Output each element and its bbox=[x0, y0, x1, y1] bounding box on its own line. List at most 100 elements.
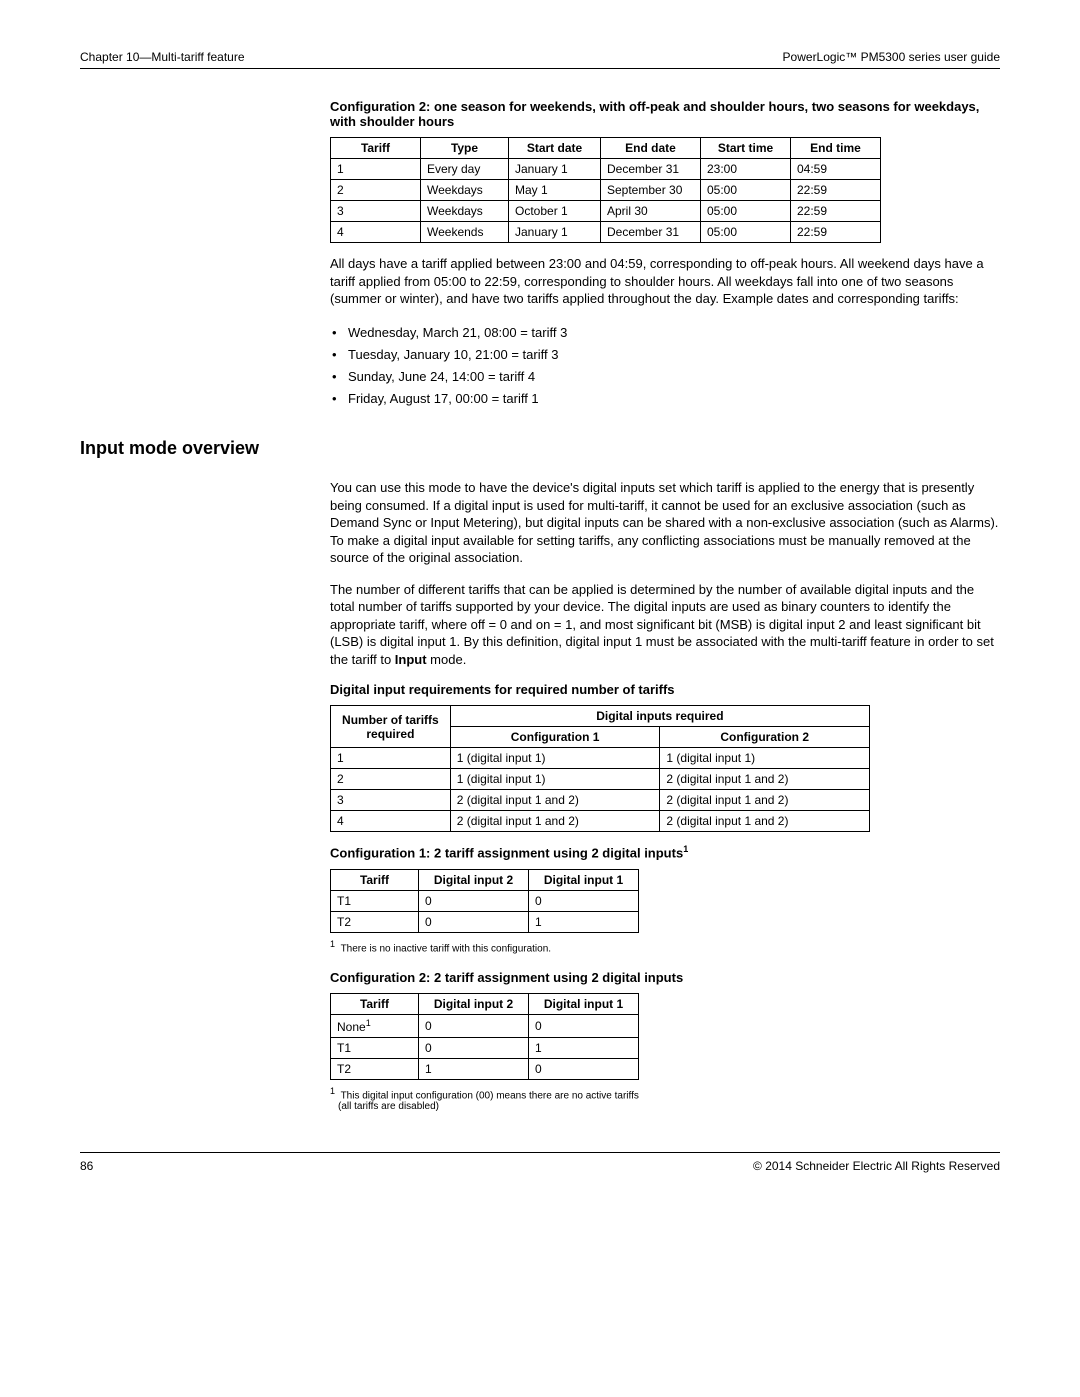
table-header: End date bbox=[601, 138, 701, 159]
t2-h-group: Digital inputs required bbox=[450, 706, 869, 727]
table-cell: 2 (digital input 1 and 2) bbox=[450, 811, 660, 832]
table1-caption: Configuration 2: one season for weekends… bbox=[330, 99, 1000, 129]
table-cell: 2 bbox=[331, 769, 451, 790]
table-cell: 1 bbox=[529, 1038, 639, 1059]
table-cell: 0 bbox=[419, 1015, 529, 1038]
table-row: T101 bbox=[331, 1038, 639, 1059]
table-cell: 1 (digital input 1) bbox=[450, 769, 660, 790]
table-row: T210 bbox=[331, 1059, 639, 1080]
table-cell: 1 (digital input 1) bbox=[450, 748, 660, 769]
table-cell: 22:59 bbox=[791, 222, 881, 243]
page-number: 86 bbox=[80, 1159, 93, 1173]
table-cell: 05:00 bbox=[701, 201, 791, 222]
table-cell: 0 bbox=[529, 890, 639, 911]
table-row: 21 (digital input 1)2 (digital input 1 a… bbox=[331, 769, 870, 790]
config2-assignment-table: TariffDigital input 2Digital input 1 Non… bbox=[330, 993, 639, 1080]
table-cell: Weekdays bbox=[421, 180, 509, 201]
table-header: Type bbox=[421, 138, 509, 159]
table-row: 32 (digital input 1 and 2)2 (digital inp… bbox=[331, 790, 870, 811]
table-cell: 0 bbox=[529, 1015, 639, 1038]
table-cell: 22:59 bbox=[791, 180, 881, 201]
list-item: Tuesday, January 10, 21:00 = tariff 3 bbox=[348, 344, 1000, 366]
table-row: T100 bbox=[331, 890, 639, 911]
table-header: Digital input 2 bbox=[419, 869, 529, 890]
copyright: © 2014 Schneider Electric All Rights Res… bbox=[753, 1159, 1000, 1173]
table-row: 2WeekdaysMay 1September 3005:0022:59 bbox=[331, 180, 881, 201]
table-header: Start time bbox=[701, 138, 791, 159]
table-cell: 0 bbox=[529, 1059, 639, 1080]
table-header: Digital input 1 bbox=[529, 869, 639, 890]
caption3-text: Configuration 1: 2 tariff assignment usi… bbox=[330, 846, 683, 861]
table-cell: April 30 bbox=[601, 201, 701, 222]
table-cell: None1 bbox=[331, 1015, 419, 1038]
table-cell: May 1 bbox=[509, 180, 601, 201]
table-row: 3WeekdaysOctober 1April 3005:0022:59 bbox=[331, 201, 881, 222]
digital-input-req-table: Number of tariffs required Digital input… bbox=[330, 705, 870, 832]
table-cell: 3 bbox=[331, 790, 451, 811]
table-cell: 05:00 bbox=[701, 180, 791, 201]
table-cell: 05:00 bbox=[701, 222, 791, 243]
para3-post: mode. bbox=[427, 652, 467, 667]
header-right: PowerLogic™ PM5300 series user guide bbox=[783, 50, 1000, 64]
table-cell: 22:59 bbox=[791, 201, 881, 222]
table-cell: December 31 bbox=[601, 222, 701, 243]
table-cell: 4 bbox=[331, 222, 421, 243]
table-row: 1Every dayJanuary 1December 3123:0004:59 bbox=[331, 159, 881, 180]
table-header: Digital input 1 bbox=[529, 994, 639, 1015]
table-cell: September 30 bbox=[601, 180, 701, 201]
table-row: 11 (digital input 1)1 (digital input 1) bbox=[331, 748, 870, 769]
fn1-sup: 1 bbox=[330, 939, 335, 949]
table-cell: January 1 bbox=[509, 159, 601, 180]
table-cell: T1 bbox=[331, 1038, 419, 1059]
table-row: 42 (digital input 1 and 2)2 (digital inp… bbox=[331, 811, 870, 832]
table-cell: October 1 bbox=[509, 201, 601, 222]
header-left: Chapter 10—Multi-tariff feature bbox=[80, 50, 245, 64]
table-cell: T2 bbox=[331, 1059, 419, 1080]
table-row: 4WeekendsJanuary 1December 3105:0022:59 bbox=[331, 222, 881, 243]
table-cell: 2 (digital input 1 and 2) bbox=[660, 790, 870, 811]
table-cell: December 31 bbox=[601, 159, 701, 180]
caption3-sup: 1 bbox=[683, 844, 688, 854]
t2-h-c2: Configuration 2 bbox=[660, 727, 870, 748]
table-cell: 2 bbox=[331, 180, 421, 201]
table-cell: T2 bbox=[331, 911, 419, 932]
table-cell: Weekdays bbox=[421, 201, 509, 222]
table-cell: 3 bbox=[331, 201, 421, 222]
table-cell: 4 bbox=[331, 811, 451, 832]
table-header: Digital input 2 bbox=[419, 994, 529, 1015]
table-row: None100 bbox=[331, 1015, 639, 1038]
explanation-para-1: All days have a tariff applied between 2… bbox=[330, 255, 1000, 308]
table-cell: 1 bbox=[419, 1059, 529, 1080]
table-cell: 1 bbox=[331, 159, 421, 180]
list-item: Wednesday, March 21, 08:00 = tariff 3 bbox=[348, 322, 1000, 344]
tariff-config-table: TariffTypeStart dateEnd dateStart timeEn… bbox=[330, 137, 881, 243]
config1-assignment-table: TariffDigital input 2Digital input 1 T10… bbox=[330, 869, 639, 933]
table4-caption: Configuration 2: 2 tariff assignment usi… bbox=[330, 970, 1000, 985]
table-cell: 0 bbox=[419, 890, 529, 911]
footnote-1: 1 There is no inactive tariff with this … bbox=[330, 939, 1000, 954]
table-cell: 0 bbox=[419, 1038, 529, 1059]
t2-h-c1: Configuration 1 bbox=[450, 727, 660, 748]
page-footer: 86 © 2014 Schneider Electric All Rights … bbox=[80, 1152, 1000, 1173]
t2-h-left: Number of tariffs required bbox=[331, 706, 451, 748]
table3-caption: Configuration 1: 2 tariff assignment usi… bbox=[330, 844, 1000, 860]
table-cell: 1 (digital input 1) bbox=[660, 748, 870, 769]
table-cell: 2 (digital input 1 and 2) bbox=[660, 811, 870, 832]
table-header: End time bbox=[791, 138, 881, 159]
table2-caption: Digital input requirements for required … bbox=[330, 682, 1000, 697]
fn1-text: There is no inactive tariff with this co… bbox=[341, 943, 551, 954]
table-cell: T1 bbox=[331, 890, 419, 911]
table-cell: 04:59 bbox=[791, 159, 881, 180]
input-mode-para-2: The number of different tariffs that can… bbox=[330, 581, 1000, 669]
table-header: Tariff bbox=[331, 869, 419, 890]
table-cell: 23:00 bbox=[701, 159, 791, 180]
footnote-2: 1 This digital input configuration (00) … bbox=[330, 1086, 650, 1112]
table-cell: 2 (digital input 1 and 2) bbox=[450, 790, 660, 811]
table-cell: Every day bbox=[421, 159, 509, 180]
table-cell: Weekends bbox=[421, 222, 509, 243]
fn2-text: This digital input configuration (00) me… bbox=[338, 1090, 639, 1112]
table-cell: 1 bbox=[529, 911, 639, 932]
table-cell: January 1 bbox=[509, 222, 601, 243]
table-row: T201 bbox=[331, 911, 639, 932]
input-mode-para-1: You can use this mode to have the device… bbox=[330, 479, 1000, 567]
